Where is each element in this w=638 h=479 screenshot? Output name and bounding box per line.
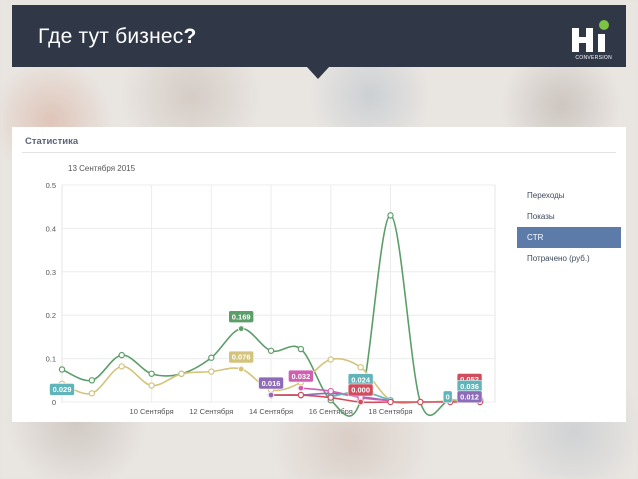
value-label-box	[347, 383, 374, 397]
value-label-box	[456, 390, 483, 404]
data-point-yellow	[357, 364, 364, 371]
stats-panel: Статистика 13 Сентября 2015 0 0.1 0.2 0.3 0.…	[12, 127, 626, 422]
data-point-green	[387, 212, 394, 219]
x-tick-label: 18 Сентября	[368, 407, 412, 416]
y-tick-label: 0.5	[46, 181, 56, 190]
x-tick-label: 14 Сентября	[249, 407, 293, 416]
data-point-yellow	[88, 390, 96, 397]
highlight-point	[237, 325, 245, 332]
highlight-point	[297, 384, 305, 392]
highlight-point	[267, 391, 275, 399]
data-point-green	[297, 345, 305, 353]
value-label: 0.029	[53, 385, 72, 394]
data-point-red	[297, 391, 305, 399]
logo-subtext: CONVERSION	[575, 55, 612, 61]
chart-legend: Переходы Показы CTR Потрачено (руб.)	[517, 185, 621, 269]
data-point-red	[387, 398, 394, 406]
slide-title: Где тут бизнес?	[38, 25, 197, 48]
data-point-pink	[327, 387, 334, 395]
data-point-green	[58, 366, 66, 373]
data-point-yellow	[178, 370, 185, 377]
header-pointer	[307, 67, 329, 79]
value-label: 0.052	[460, 375, 479, 384]
value-label: 0.016	[262, 379, 281, 388]
data-point-green	[267, 347, 275, 354]
data-point-green	[208, 354, 215, 361]
x-tick-label: 10 Сентября	[130, 407, 174, 416]
plot-frame	[61, 184, 496, 403]
data-point-green	[148, 370, 155, 377]
data-point-red	[417, 398, 424, 406]
x-tick-label: 12 Сентября	[189, 407, 233, 416]
value-label: 0.036	[460, 382, 479, 391]
value-label: 0.076	[232, 353, 251, 362]
series-line-pink	[300, 387, 391, 402]
value-label: 0.024	[351, 375, 371, 384]
y-tick-label: 0.1	[46, 355, 56, 364]
y-tick-label: 0	[52, 398, 56, 407]
ctr-line-chart: 0 0.1 0.2 0.3 0.4 0.5 10 Сентября 12 Сентября 14…	[46, 181, 496, 417]
series-line-green	[61, 214, 481, 417]
value-label-box	[228, 350, 254, 364]
x-tick-label: 16 Сентября	[309, 407, 353, 416]
y-tick-label: 0.2	[46, 311, 56, 320]
panel-title: Статистика	[25, 136, 79, 147]
value-label-box	[49, 383, 75, 396]
panel-divider	[22, 152, 616, 153]
slide-header: Где тут бизнес? CONVERSION	[12, 5, 626, 67]
y-tick-label: 0.4	[46, 224, 56, 233]
hi-conversion-logo	[572, 20, 609, 52]
data-point-yellow	[208, 368, 215, 375]
data-point-yellow	[148, 382, 155, 389]
question-mark: ?	[183, 25, 197, 48]
value-label: 0.032	[292, 372, 311, 381]
legend-item-spent[interactable]: Потрачено (руб.)	[527, 254, 590, 263]
chart-date: 13 Сентября 2015	[68, 164, 136, 173]
legend-item-pokazy[interactable]: Показы	[527, 212, 555, 221]
value-label: 0.012	[460, 392, 479, 401]
data-point-yellow	[327, 356, 334, 363]
value-label-box	[442, 390, 453, 404]
data-point-green	[118, 351, 125, 359]
highlight-point	[357, 398, 364, 406]
y-tick-label: 0.3	[46, 268, 56, 277]
legend-item-perehody[interactable]: Переходы	[527, 191, 565, 200]
legend-item-ctr[interactable]: CTR	[517, 227, 621, 248]
value-label: 0	[446, 392, 450, 401]
value-label: 0.169	[232, 312, 251, 321]
value-label-box	[288, 369, 314, 383]
data-point-red	[327, 394, 334, 401]
value-label-box	[258, 376, 284, 390]
data-point-green	[88, 377, 96, 384]
data-point-yellow	[118, 363, 125, 370]
value-label-box	[228, 310, 254, 323]
highlight-point	[237, 365, 245, 373]
value-label: 0.000	[351, 386, 370, 395]
